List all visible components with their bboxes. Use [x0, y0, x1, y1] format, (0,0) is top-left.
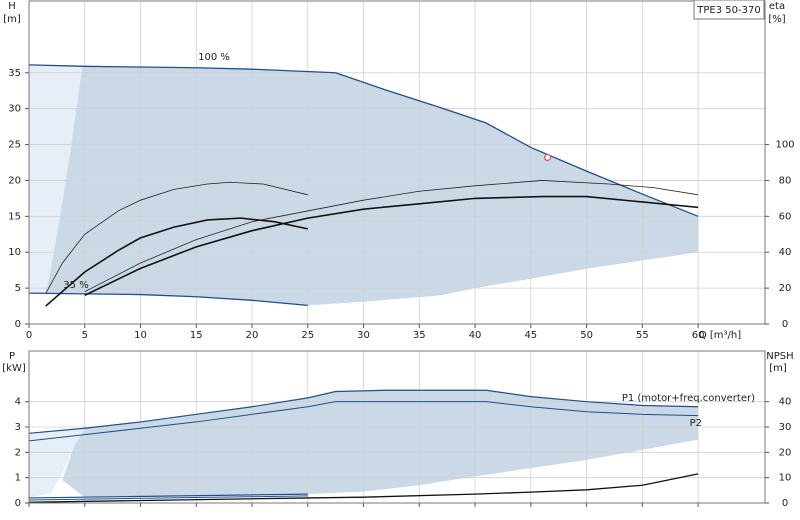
curve [28, 493, 308, 499]
title-box [693, 0, 765, 20]
x-tick-label: 35 [413, 330, 426, 341]
y2-tick-label: 100 [775, 140, 794, 151]
y-tick-label: 3 [15, 422, 21, 433]
y2-tick-label: 80 [779, 175, 792, 186]
x-tick-label: 40 [469, 330, 482, 341]
x-label: Q [m³/h] [699, 330, 741, 341]
x-tick-label: 0 [26, 330, 32, 341]
operating-range [29, 428, 85, 498]
duty-point [543, 153, 552, 162]
x-tick-label: 45 [524, 330, 537, 341]
y2-tick-label: 0 [782, 498, 788, 509]
y-tick-label: 15 [8, 211, 21, 222]
curve [28, 389, 699, 434]
curve [28, 473, 699, 503]
y-tick-label: 30 [8, 104, 21, 115]
x-tick-label: 30 [357, 330, 370, 341]
y2-tick-label: 60 [779, 211, 792, 222]
x-tick-label: 50 [580, 330, 593, 341]
x-tick-label: 15 [190, 330, 203, 341]
y-label: H [8, 1, 16, 12]
curve [45, 217, 308, 307]
curve [28, 401, 699, 442]
curve [84, 180, 699, 293]
x-tick-label: 60 [692, 330, 705, 341]
x-tick-label: 20 [246, 330, 259, 341]
y-tick-label: 0 [15, 498, 21, 509]
curve [28, 495, 308, 501]
y2-tick-label: 0 [782, 319, 788, 330]
plot-frame [28, 0, 766, 325]
y-tick-label: 1 [15, 473, 21, 484]
x-tick-label: 10 [134, 330, 147, 341]
y-tick-label: 10 [8, 247, 21, 258]
y-tick-label: 5 [15, 283, 21, 294]
curve [28, 292, 308, 306]
y2-unit: [%] [768, 14, 785, 25]
y2-tick-label: 20 [779, 447, 792, 458]
y-tick-label: 0 [15, 319, 21, 330]
y-unit: [m] [3, 14, 21, 25]
y-tick-label: 2 [15, 447, 21, 458]
y2-tick-label: 40 [779, 397, 792, 408]
y-tick-label: 25 [8, 140, 21, 151]
plot-frame [28, 350, 766, 504]
y2-label: NPSH [766, 351, 793, 362]
y-tick-label: 20 [8, 175, 21, 186]
x-tick-label: 25 [301, 330, 314, 341]
chart-title: TPE3 50-370 [696, 5, 760, 16]
curve [84, 195, 699, 297]
y2-tick-label: 10 [779, 473, 792, 484]
curve [28, 64, 699, 217]
y-tick-label: 35 [8, 68, 21, 79]
x-tick-label: 55 [636, 330, 649, 341]
curve-label: P2 [690, 418, 702, 429]
operating-range [29, 64, 83, 294]
curve-label: 35 % [63, 280, 88, 291]
y-tick-label: 4 [15, 397, 21, 408]
y2-tick-label: 20 [779, 283, 792, 294]
curve [45, 181, 308, 294]
curve-label: P1 (motor+freq.converter) [622, 393, 755, 404]
y2-tick-label: 40 [779, 247, 792, 258]
y2-tick-label: 30 [779, 422, 792, 433]
y2-unit: [m] [769, 363, 787, 374]
curve-label: 100 % [198, 52, 230, 63]
y-unit: [kW] [2, 363, 26, 374]
y-label: P [9, 351, 15, 362]
y2-label: eta [769, 1, 785, 12]
x-tick-label: 5 [82, 330, 88, 341]
operating-range [62, 390, 699, 498]
operating-range [45, 66, 699, 306]
